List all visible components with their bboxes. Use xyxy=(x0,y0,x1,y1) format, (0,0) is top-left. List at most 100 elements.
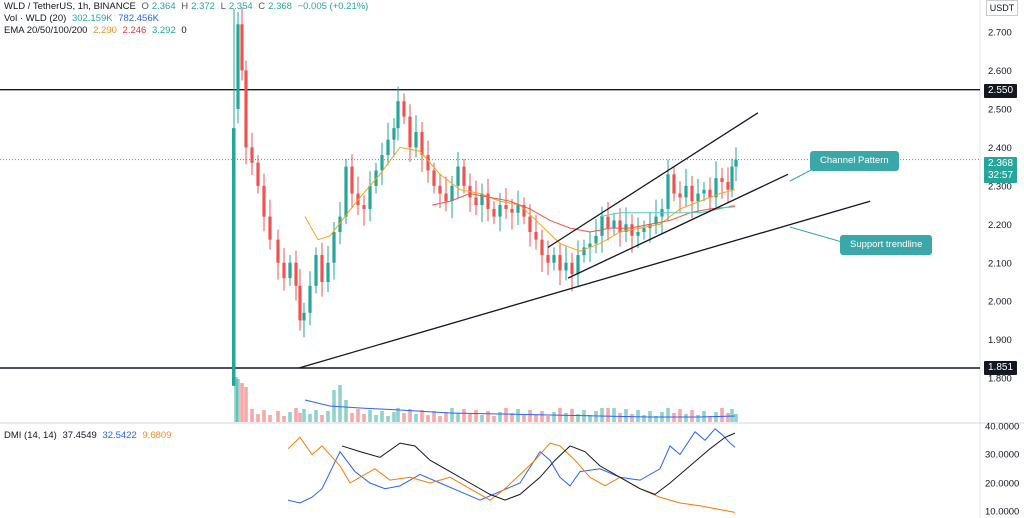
candle-body xyxy=(402,101,406,117)
volume-bar xyxy=(450,408,454,422)
candle-body xyxy=(498,205,502,217)
volume-bar xyxy=(408,409,412,422)
candle-body xyxy=(438,185,442,194)
volume-value-1: 302.159K xyxy=(71,13,113,24)
countdown-label: 32:57 xyxy=(984,169,1018,183)
ema-value-50: 2.246 xyxy=(122,25,147,36)
volume-bar xyxy=(630,414,634,422)
volume-bar xyxy=(734,414,738,422)
candle-body xyxy=(396,101,400,129)
volume-bar xyxy=(338,385,342,422)
volume-bar xyxy=(420,410,424,422)
volume-bar xyxy=(612,408,616,422)
volume-bar xyxy=(654,416,658,422)
volume-bar xyxy=(600,408,604,422)
ema-value-100: 3.292 xyxy=(151,25,176,36)
volume-bar xyxy=(374,415,378,422)
volume-bar xyxy=(276,411,280,422)
candle-body xyxy=(636,231,640,236)
price-tick-label: 2.000 xyxy=(988,297,1012,308)
candle-body xyxy=(582,247,586,256)
currency-tag[interactable]: USDT xyxy=(986,0,1018,16)
volume-bar xyxy=(368,410,372,422)
candle-body xyxy=(552,255,556,263)
ema-label: EMA 20/50/100/200 xyxy=(4,25,88,36)
price-tick-label: 1.900 xyxy=(988,335,1012,346)
volume-bar xyxy=(392,412,396,422)
price-tick-label: 2.100 xyxy=(988,258,1012,269)
dmi-plus-value: 32.5422 xyxy=(102,430,137,441)
candle-body xyxy=(314,255,318,286)
candle-body xyxy=(350,166,354,194)
candle-body xyxy=(462,166,466,186)
volume-bar xyxy=(320,415,324,422)
candle-body xyxy=(450,185,454,202)
candle-body xyxy=(522,205,526,217)
candle-body xyxy=(734,159,738,167)
candle-body xyxy=(642,228,646,232)
ema-legend: EMA 20/50/100/200 2.290 2.246 3.292 0 xyxy=(4,25,190,37)
price-tick-label: 2.200 xyxy=(988,220,1012,231)
volume-bar xyxy=(402,413,406,422)
support-callout-pointer xyxy=(789,226,843,243)
price-tick-label: 2.300 xyxy=(988,181,1012,192)
high-value: 2.372 xyxy=(191,1,215,12)
candle-body xyxy=(618,220,622,232)
volume-bar xyxy=(396,408,400,422)
candle-body xyxy=(420,131,424,156)
volume-bar xyxy=(546,416,550,422)
channel-lower-line xyxy=(567,173,789,279)
candle-body xyxy=(236,24,240,109)
volume-bar xyxy=(438,416,442,422)
volume-value-2: 782.456K xyxy=(118,13,159,24)
volume-bar xyxy=(576,414,580,422)
close-label: C xyxy=(258,1,266,12)
support-trendline-callout: Support trendline xyxy=(840,235,933,255)
volume-bar xyxy=(678,409,682,422)
price-tick-label: 1.800 xyxy=(988,374,1012,385)
candle-body xyxy=(456,166,460,186)
candle-body xyxy=(380,155,384,171)
candle-body xyxy=(256,162,260,186)
candle-body xyxy=(570,262,574,275)
candle-body xyxy=(474,197,478,206)
volume-bar xyxy=(498,412,502,422)
volume-ma-line xyxy=(304,399,736,418)
support-trendline xyxy=(298,200,871,369)
current-price-label: 2.368 xyxy=(984,157,1018,170)
volume-bar xyxy=(730,409,734,422)
volume-bar xyxy=(432,411,436,422)
candle-body xyxy=(606,216,610,229)
volume-bar xyxy=(350,413,354,422)
candle-body xyxy=(250,147,254,163)
candle-body xyxy=(714,178,718,198)
dmi-tick-label: 30.0000 xyxy=(985,450,1019,461)
candle-body xyxy=(282,262,286,279)
volume-bar xyxy=(294,408,298,422)
volume-bar xyxy=(302,409,306,422)
volume-label: Vol · WLD (20) xyxy=(4,13,67,24)
volume-bar xyxy=(720,408,724,422)
candle-body xyxy=(588,243,592,248)
volume-bar xyxy=(426,415,430,422)
candle-body xyxy=(262,185,266,217)
volume-bar xyxy=(250,409,254,422)
volume-bar xyxy=(474,410,478,422)
change-value: −0.005 (+0.21%) xyxy=(297,1,369,12)
candle-body xyxy=(672,174,676,194)
volume-bar xyxy=(256,414,260,422)
candle-body xyxy=(326,262,330,282)
volume-bar xyxy=(344,400,348,422)
candle-body xyxy=(666,174,670,209)
candle-body xyxy=(696,193,700,202)
volume-bar xyxy=(282,416,286,422)
candle-body xyxy=(268,216,272,240)
volume-bar xyxy=(636,410,640,422)
open-value: 2.364 xyxy=(151,1,176,12)
volume-bar xyxy=(240,383,244,422)
candle-body xyxy=(374,170,378,186)
dmi-minus-value: 9.6809 xyxy=(142,430,172,441)
candle-body xyxy=(432,170,436,186)
candle-body xyxy=(386,139,390,156)
